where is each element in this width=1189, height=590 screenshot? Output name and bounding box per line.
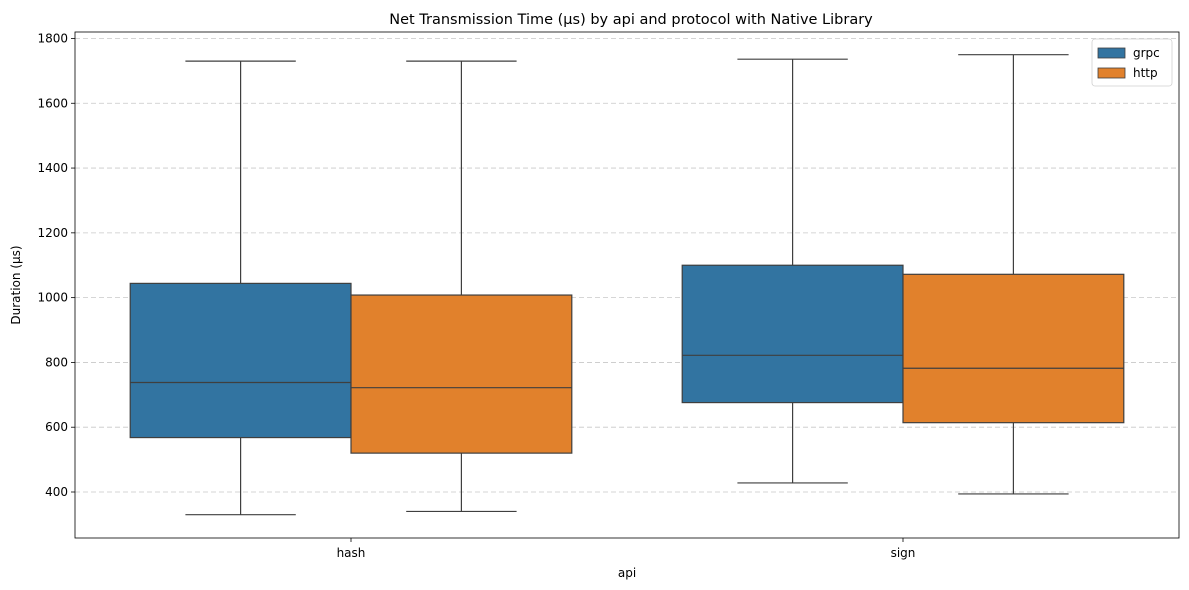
y-axis-label: Duration (µs) bbox=[9, 245, 23, 324]
iqr-box bbox=[129, 282, 352, 439]
legend-swatch-grpc bbox=[1097, 47, 1126, 59]
legend-label-grpc: grpc bbox=[1133, 46, 1160, 60]
plot-frame bbox=[74, 31, 1180, 539]
box-grpc-sign bbox=[681, 58, 904, 484]
y-tick-label: 1000 bbox=[37, 291, 68, 305]
box-grpc-hash bbox=[129, 60, 352, 516]
y-tick-label: 600 bbox=[45, 420, 68, 434]
box-http-sign bbox=[902, 54, 1125, 495]
x-axis: hash sign bbox=[337, 538, 916, 560]
iqr-box bbox=[902, 273, 1125, 424]
y-tick-label: 400 bbox=[45, 485, 68, 499]
y-tick-label: 1600 bbox=[37, 96, 68, 110]
boxes bbox=[129, 54, 1125, 516]
legend-swatch-http bbox=[1097, 67, 1126, 79]
legend: grpc http bbox=[1091, 38, 1173, 87]
legend-label-http: http bbox=[1133, 66, 1158, 80]
iqr-box bbox=[681, 264, 904, 404]
iqr-box bbox=[350, 294, 573, 454]
y-tick-label: 800 bbox=[45, 355, 68, 369]
y-axis: 400 600 800 1000 1200 1400 1600 1800 bbox=[37, 31, 75, 499]
y-tick-label: 1400 bbox=[37, 161, 68, 175]
x-tick-label: sign bbox=[891, 546, 916, 560]
y-tick-label: 1800 bbox=[37, 31, 68, 45]
legend-box bbox=[1091, 38, 1173, 87]
box-http-hash bbox=[350, 60, 573, 513]
chart-title: Net Transmission Time (µs) by api and pr… bbox=[389, 12, 873, 28]
x-tick-label: hash bbox=[337, 546, 366, 560]
y-tick-label: 1200 bbox=[37, 226, 68, 240]
x-axis-label: api bbox=[618, 566, 636, 580]
